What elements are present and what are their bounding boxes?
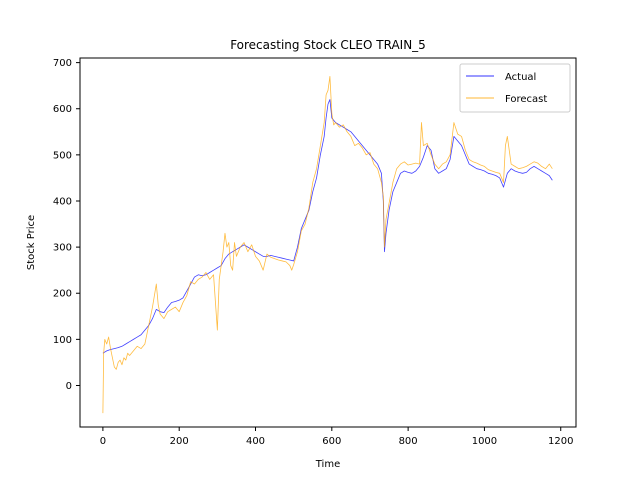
legend-label-forecast: Forecast: [505, 94, 547, 105]
y-tick-label: 0: [66, 381, 72, 392]
y-axis: 0 100 200 300 400 500 600 700: [53, 58, 80, 392]
x-tick-label: 1000: [472, 436, 497, 447]
x-tick-label: 200: [170, 436, 189, 447]
x-axis-label: Time: [315, 459, 340, 470]
x-tick-label: 0: [100, 436, 106, 447]
x-tick-label: 800: [399, 436, 418, 447]
y-tick-label: 300: [53, 243, 72, 254]
series-line-actual: [102, 99, 553, 354]
y-tick-label: 100: [53, 335, 72, 346]
axes-frame: [79, 57, 577, 428]
x-tick-label: 400: [246, 436, 265, 447]
x-tick-label: 600: [322, 436, 341, 447]
y-tick-label: 200: [53, 289, 72, 300]
series-line-forecast: [102, 76, 553, 414]
y-tick-label: 700: [53, 58, 72, 69]
x-axis: 0 200 400 600 800 1000 1200: [100, 427, 573, 447]
y-tick-label: 500: [53, 150, 72, 161]
legend: Actual Forecast: [459, 63, 571, 113]
legend-label-actual: Actual: [505, 72, 536, 83]
y-tick-label: 600: [53, 104, 72, 115]
chart-title: Forecasting Stock CLEO TRAIN_5: [230, 38, 426, 52]
series-layer: [102, 76, 553, 414]
y-axis-label: Stock Price: [26, 215, 37, 270]
y-tick-label: 400: [53, 196, 72, 207]
x-tick-label: 1200: [548, 436, 573, 447]
